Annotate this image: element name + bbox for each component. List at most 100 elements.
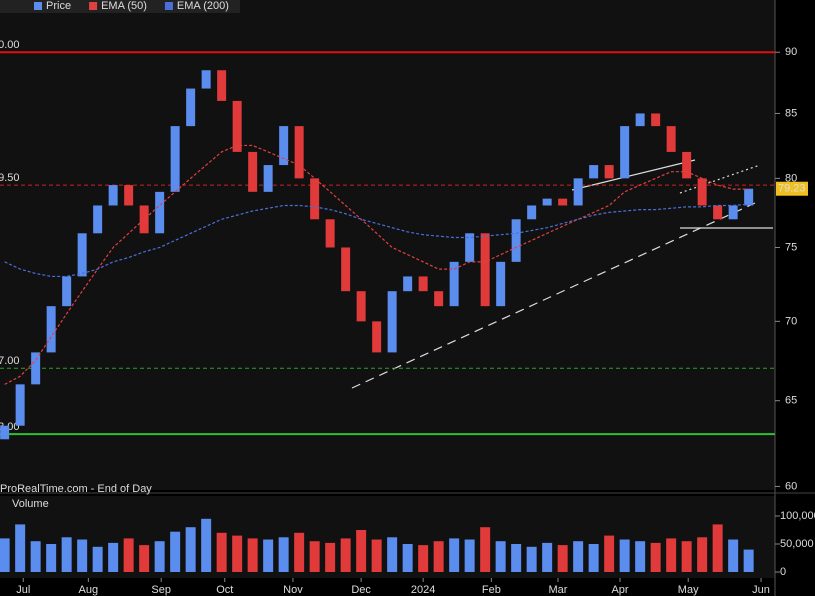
price-candle	[465, 233, 475, 262]
volume-bar	[216, 532, 227, 572]
price-candle	[217, 70, 227, 101]
last-price-box	[776, 181, 808, 196]
price-candle	[418, 276, 428, 292]
price-candle	[155, 191, 165, 234]
price-candle	[527, 205, 537, 220]
y-tick-label: 75	[785, 241, 797, 253]
price-candle	[635, 113, 645, 127]
volume-bar	[542, 542, 553, 572]
footer: ProRealTime.com - End of Day	[0, 483, 152, 495]
ema-line	[4, 203, 749, 278]
volume-bar	[697, 537, 708, 572]
legend-bg	[0, 0, 240, 13]
x-tick-label: Dec	[351, 584, 371, 596]
volume-bar	[728, 539, 739, 572]
price-candle	[263, 165, 273, 192]
price-candle	[294, 126, 304, 179]
price-candle	[46, 306, 56, 353]
legend-swatch	[89, 2, 98, 10]
volume-bar	[449, 538, 460, 572]
price-candle	[93, 205, 103, 234]
x-tick-label: Apr	[611, 584, 628, 596]
price-candle	[573, 178, 583, 206]
price-candle	[542, 198, 552, 206]
legend-swatch	[164, 2, 173, 10]
volume-bar	[557, 545, 568, 572]
volume-bar	[340, 538, 351, 572]
price-candle	[682, 151, 692, 179]
volume-bar	[433, 541, 444, 572]
price-candle	[201, 70, 211, 89]
legend-entry: EMA (50)	[101, 0, 147, 12]
price-candle	[31, 352, 41, 385]
price-candle	[697, 178, 707, 206]
volume-bar	[30, 541, 41, 572]
price-candle	[620, 126, 630, 179]
price-candle	[558, 198, 568, 206]
price-candle	[0, 425, 10, 440]
trend-lines	[351, 159, 773, 389]
price-candle	[589, 165, 599, 179]
price-candle	[341, 247, 351, 292]
price-candle	[449, 261, 459, 307]
price-candle	[744, 188, 754, 206]
volume-bar	[418, 545, 429, 572]
level-label: 67.00	[0, 355, 20, 367]
volume-bar	[185, 527, 196, 572]
price-candle	[170, 126, 180, 192]
volume-bar	[108, 542, 119, 572]
volume-bar	[356, 530, 367, 572]
y-tick-label: 65	[785, 395, 797, 407]
price-candle	[248, 151, 258, 192]
legend: Price EMA (50) EMA (200)	[0, 0, 240, 13]
price-candle	[511, 219, 521, 262]
volume-bar	[371, 539, 382, 572]
volume-title: Volume	[12, 498, 49, 510]
price-candle	[666, 126, 676, 152]
volume-bar	[526, 546, 537, 572]
volume-bar	[15, 524, 26, 572]
level-label: 90.00	[0, 39, 20, 51]
volume-bar	[511, 544, 522, 572]
x-tick-label: Oct	[216, 584, 233, 596]
x-tick-label: Feb	[482, 584, 501, 596]
price-candle	[356, 291, 366, 322]
price-candle	[310, 178, 320, 220]
price-candle	[232, 100, 242, 152]
volume-bar	[743, 549, 754, 572]
y-tick-label: 85	[785, 107, 797, 119]
price-candle	[387, 291, 397, 353]
volume-bar	[464, 539, 475, 572]
price-candle	[728, 205, 738, 220]
x-tick-label: Jul	[16, 584, 30, 596]
volume-bar	[139, 545, 150, 572]
price-candle	[480, 233, 490, 307]
price-candle	[186, 88, 196, 127]
volume-bar	[247, 538, 258, 572]
price-candle	[372, 321, 382, 353]
volume-bar	[495, 541, 506, 572]
volume-bar	[294, 532, 305, 572]
price-candle	[139, 205, 149, 234]
ema-line	[4, 144, 749, 385]
volume-bar	[588, 544, 599, 572]
volume-tick-label: 100,000	[780, 510, 815, 522]
legend-swatch	[34, 2, 42, 10]
price-candle	[124, 185, 134, 206]
price-candle	[77, 233, 87, 277]
x-tick-label: Aug	[79, 584, 99, 596]
price-candle	[651, 113, 661, 127]
volume-bar	[77, 539, 88, 572]
volume-bar	[0, 538, 10, 572]
x-tick-label: Mar	[549, 584, 568, 596]
price-candle	[604, 165, 614, 179]
level-label: 79.50	[0, 172, 20, 184]
volume-bar	[61, 537, 72, 572]
price-candle	[108, 185, 118, 206]
volume-bar	[170, 531, 181, 572]
volume-bar	[480, 527, 491, 572]
y-tick-label: 70	[785, 315, 797, 327]
volume-bar	[681, 541, 692, 572]
x-tick-label: Nov	[283, 584, 303, 596]
